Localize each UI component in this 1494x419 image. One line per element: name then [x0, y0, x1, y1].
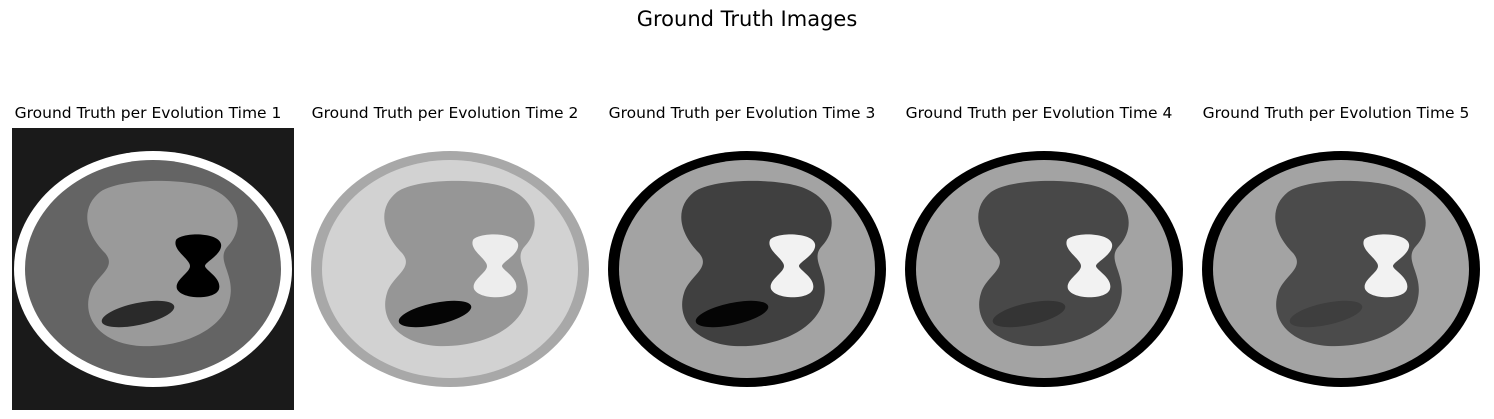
- bright-blob: [1066, 234, 1113, 298]
- panel-time-2: Ground Truth per Evolution Time 2: [297, 104, 593, 414]
- inner-region: [681, 180, 832, 347]
- panel-time-3: Ground Truth per Evolution Time 3: [594, 104, 890, 414]
- bright-blob: [175, 234, 222, 298]
- panel-time-1: Ground Truth per Evolution Time 1: [0, 104, 296, 414]
- panel-title-5: Ground Truth per Evolution Time 5: [1202, 104, 1470, 122]
- panel-time-4: Ground Truth per Evolution Time 4: [891, 104, 1187, 414]
- heatmap-image-2: [309, 128, 591, 410]
- dark-ellipse: [695, 300, 769, 328]
- heatmap-image-1: [12, 128, 294, 410]
- inner-region: [1275, 180, 1426, 347]
- panel-time-5: Ground Truth per Evolution Time 5: [1188, 104, 1484, 414]
- heatmap-image-4: [903, 128, 1185, 410]
- inner-region: [384, 180, 535, 347]
- bright-blob: [472, 234, 519, 298]
- bright-blob: [769, 234, 816, 298]
- heatmap-image-5: [1200, 128, 1482, 410]
- dark-ellipse: [992, 300, 1066, 328]
- figure-title: Ground Truth Images: [636, 7, 858, 31]
- panel-title-1: Ground Truth per Evolution Time 1: [14, 104, 282, 122]
- dark-ellipse: [1289, 300, 1363, 328]
- heatmap-image-3: [606, 128, 888, 410]
- inner-region: [87, 180, 238, 347]
- bright-blob: [1363, 234, 1410, 298]
- panel-title-4: Ground Truth per Evolution Time 4: [905, 104, 1173, 122]
- dark-ellipse: [101, 300, 175, 328]
- panel-title-2: Ground Truth per Evolution Time 2: [311, 104, 579, 122]
- inner-region: [978, 180, 1129, 347]
- dark-ellipse: [398, 300, 472, 328]
- panel-title-3: Ground Truth per Evolution Time 3: [608, 104, 876, 122]
